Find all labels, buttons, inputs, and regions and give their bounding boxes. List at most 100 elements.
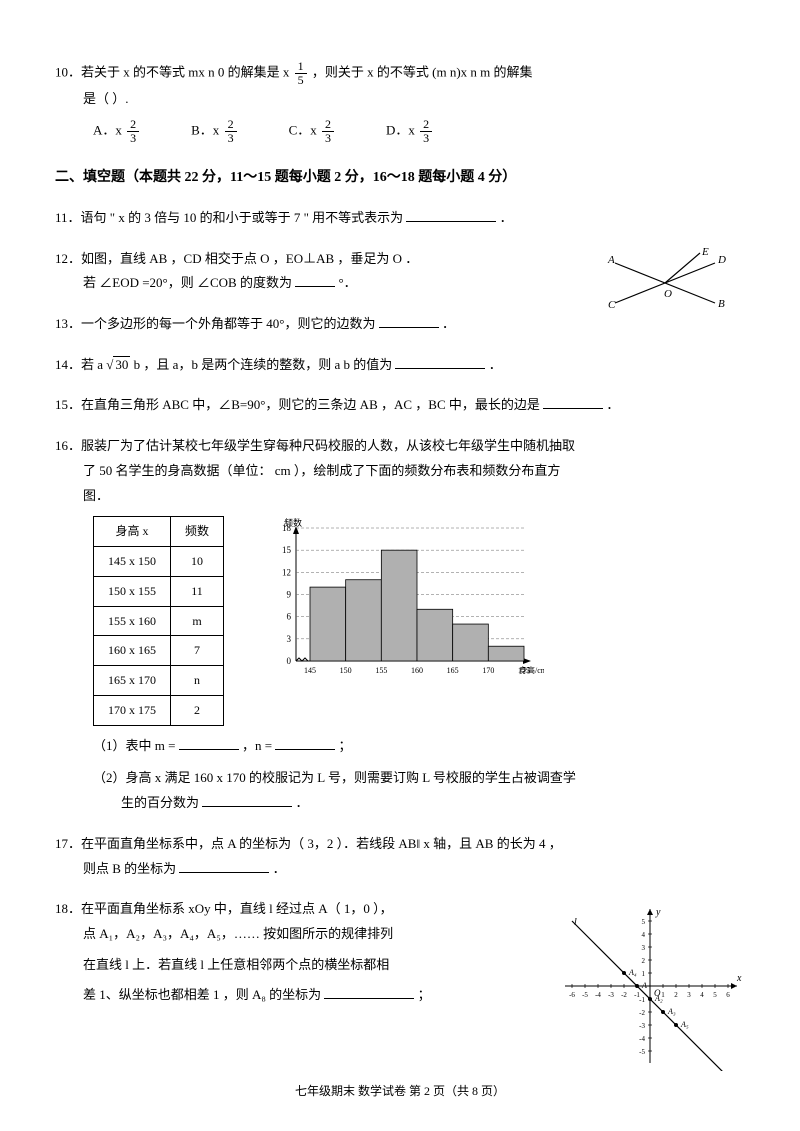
q11-text: 11．语句 " x 的 3 倍与 10 的和小于或等于 7 " 用不等式表示为 (55, 210, 403, 225)
question-17: 17．在平面直角坐标系中，点 A 的坐标为（ 3，2 ）．若线段 AB‖ x 轴… (55, 832, 745, 881)
svg-text:3: 3 (642, 944, 646, 952)
svg-text:12: 12 (282, 568, 291, 578)
svg-text:y: y (655, 907, 661, 918)
question-12: 12．如图，直线 AB ，CD 相交于点 O ，EO⊥AB ，垂足为 O ． 若… (55, 247, 575, 296)
svg-text:3: 3 (687, 991, 691, 999)
svg-text:D: D (717, 254, 726, 266)
svg-text:O: O (654, 988, 661, 998)
q18-line-b: 点 A₁，A₂，A₃，A₄，A₅，…… 按如图所示的规律排列 (83, 922, 503, 947)
svg-text:145: 145 (304, 666, 316, 675)
blank (202, 793, 292, 807)
svg-text:l: l (574, 917, 577, 928)
svg-text:165: 165 (447, 666, 459, 675)
svg-text:6: 6 (726, 991, 730, 999)
svg-text:-4: -4 (595, 991, 601, 999)
frequency-table: 身高 x 频数 145 x 15010150 x 15511155 x 160m… (93, 516, 224, 726)
svg-text:0: 0 (287, 656, 292, 666)
blank (179, 736, 239, 750)
svg-text:E: E (701, 246, 709, 258)
sqrt-30: 30 (106, 353, 130, 378)
table-row: 150 x 15511 (94, 576, 224, 606)
svg-text:-5: -5 (582, 991, 588, 999)
svg-text:-5: -5 (639, 1048, 645, 1056)
option-c: C．x 23 (289, 118, 336, 145)
q14-text-b: b ，且 a，b 是两个连续的整数，则 a b 的值为 (134, 357, 393, 372)
svg-text:9: 9 (287, 590, 292, 600)
svg-text:2: 2 (642, 957, 646, 965)
q16-content-row: 身高 x 频数 145 x 15010150 x 15511155 x 160m… (93, 516, 745, 726)
svg-text:A₃: A₃ (667, 1007, 676, 1016)
svg-text:2: 2 (674, 991, 678, 999)
svg-text:-3: -3 (639, 1022, 645, 1030)
section-2-header: 二、填空题（本题共 22 分，11～15 题每小题 2 分，16～18 题每小题… (55, 165, 745, 192)
svg-text:15: 15 (282, 545, 292, 555)
q10-options: A．x 23 B．x 23 C．x 23 D．x 23 (93, 118, 745, 145)
svg-text:A₅: A₅ (680, 1020, 689, 1029)
svg-text:5: 5 (642, 918, 646, 926)
svg-text:160: 160 (411, 666, 423, 675)
svg-text:O: O (664, 288, 672, 300)
svg-text:频数: 频数 (284, 517, 302, 528)
option-d: D．x 23 (386, 118, 434, 145)
th-height: 身高 x (94, 517, 171, 547)
histogram: 3691215180145150155160165170175频数身高/cm (264, 516, 544, 681)
svg-text:身高/cm: 身高/cm (519, 665, 544, 675)
q18-line-c: 在直线 l 上．若直线 l 上任意相邻两个点的横坐标都相 (83, 953, 503, 978)
svg-text:-2: -2 (639, 1009, 645, 1017)
svg-text:3: 3 (287, 634, 292, 644)
option-a: A．x 23 (93, 118, 141, 145)
svg-text:x: x (736, 973, 742, 984)
blank (324, 985, 414, 999)
q17-line-a: 17．在平面直角坐标系中，点 A 的坐标为（ 3，2 ）．若线段 AB‖ x 轴… (55, 836, 562, 851)
q15-text: 15．在直角三角形 ABC 中，∠B=90°，则它的三条边 AB ，AC ，BC… (55, 397, 540, 412)
blank (379, 314, 439, 328)
question-11: 11．语句 " x 的 3 倍与 10 的和小于或等于 7 " 用不等式表示为 … (55, 206, 745, 231)
svg-text:155: 155 (375, 666, 387, 675)
svg-text:A₄: A₄ (628, 968, 637, 977)
question-15: 15．在直角三角形 ABC 中，∠B=90°，则它的三条边 AB ，AC ，BC… (55, 393, 745, 418)
table-row: 170 x 1752 (94, 696, 224, 726)
blank (179, 859, 269, 873)
svg-text:-4: -4 (639, 1035, 645, 1043)
q12-line-a: 12．如图，直线 AB ，CD 相交于点 O ，EO⊥AB ，垂足为 O ． (55, 251, 418, 266)
q18-line-a: 18．在平面直角坐标系 xOy 中，直线 l 经过点 A（ 1，0 ）， (55, 901, 393, 916)
q16-sub-2: （2）身高 x 满足 160 x 170 的校服记为 L 号，则需要订购 L 号… (93, 766, 745, 815)
table-row: 145 x 15010 (94, 547, 224, 577)
q13-text: 13．一个多边形的每一个外角都等于 40°，则它的边数为 (55, 316, 375, 331)
svg-text:-3: -3 (608, 991, 614, 999)
svg-text:1: 1 (642, 970, 646, 978)
q14-text-a: 14．若 a (55, 357, 103, 372)
option-b: B．x 23 (191, 118, 238, 145)
blank (295, 273, 335, 287)
q16-line-c: 图． (83, 484, 745, 509)
fraction-1-5: 1 5 (295, 60, 307, 87)
q17-line-b: 则点 B 的坐标为 (83, 861, 176, 876)
svg-text:C: C (608, 299, 616, 311)
blank (543, 395, 603, 409)
figure-q12: A B C D E O (600, 245, 730, 315)
q12-line-b: 若 ∠EOD =20°，则 ∠COB 的度数为 (83, 275, 292, 290)
table-row: 165 x 170n (94, 666, 224, 696)
svg-text:4: 4 (642, 931, 646, 939)
blank (406, 208, 496, 222)
question-13: 13．一个多边形的每一个外角都等于 40°，则它的边数为 ． (55, 312, 745, 337)
svg-text:-6: -6 (569, 991, 575, 999)
svg-text:A: A (607, 254, 615, 266)
table-row: 155 x 160m (94, 606, 224, 636)
svg-text:150: 150 (340, 666, 352, 675)
svg-text:A: A (641, 981, 647, 990)
q16-sub-1: （1）表中 m = ，n = ； (93, 734, 745, 759)
q10-text-b: ，则关于 x 的不等式 (m n)x n m 的解集 (312, 65, 533, 80)
question-16: 16．服装厂为了估计某校七年级学生穿每种尺码校服的人数，从该校七年级学生中随机抽… (55, 434, 745, 816)
svg-text:-1: -1 (639, 996, 645, 1004)
th-freq: 频数 (171, 517, 224, 547)
svg-text:6: 6 (287, 612, 292, 622)
svg-text:B: B (718, 298, 725, 310)
svg-text:170: 170 (482, 666, 494, 675)
svg-text:-2: -2 (621, 991, 627, 999)
figure-q18: -6-5-5-4-4-3-3-2-2-1-111223344556AA₂A₃A₄… (555, 901, 745, 1071)
q18-line-d: 差 1、纵坐标也都相差 1 ，则 A₈ 的坐标为 (83, 987, 321, 1002)
table-row: 160 x 1657 (94, 636, 224, 666)
svg-text:4: 4 (700, 991, 704, 999)
q10-text-c: 是（ ）. (83, 87, 745, 112)
